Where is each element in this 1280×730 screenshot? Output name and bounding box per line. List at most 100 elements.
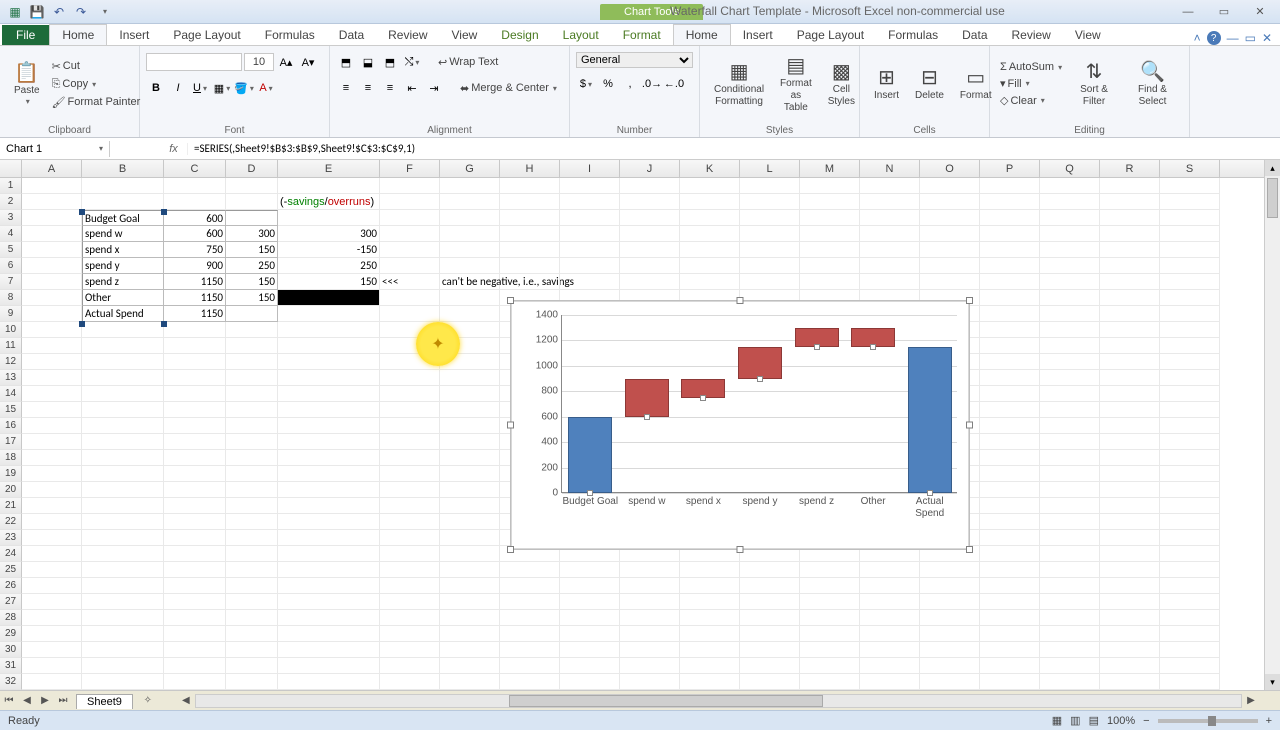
tab-review[interactable]: Review (376, 25, 439, 45)
cell[interactable]: 150 (226, 242, 278, 258)
tab-insert[interactable]: Insert (107, 25, 161, 45)
chart-series-point[interactable] (757, 376, 763, 382)
cell[interactable] (164, 194, 226, 210)
comma-icon[interactable]: , (620, 74, 640, 94)
cell[interactable] (164, 594, 226, 610)
cell[interactable] (226, 450, 278, 466)
tab-nav-last[interactable]: ⏭ (54, 695, 72, 706)
new-sheet-button[interactable]: ✧ (139, 695, 157, 706)
hscroll-right[interactable]: ▶ (1242, 695, 1260, 706)
cell[interactable] (560, 626, 620, 642)
cell[interactable] (226, 418, 278, 434)
cell[interactable] (278, 450, 380, 466)
close-button[interactable]: ✕ (1248, 3, 1272, 21)
embedded-chart[interactable]: 0200400600800100012001400Budget Goalspen… (510, 300, 970, 550)
cell[interactable] (860, 658, 920, 674)
cell[interactable] (860, 178, 920, 194)
row-header[interactable]: 13 (0, 370, 22, 386)
window-min-icon[interactable]: — (1227, 31, 1239, 45)
cell[interactable] (1040, 210, 1100, 226)
cell[interactable] (1160, 546, 1220, 562)
cell[interactable] (920, 626, 980, 642)
cell[interactable]: 250 (278, 258, 380, 274)
cell[interactable] (980, 626, 1040, 642)
cell[interactable] (278, 322, 380, 338)
cell[interactable] (440, 194, 500, 210)
cell[interactable] (620, 578, 680, 594)
cell[interactable] (226, 546, 278, 562)
cell[interactable]: Other (82, 290, 164, 306)
cell[interactable] (980, 546, 1040, 562)
cell[interactable] (22, 306, 82, 322)
cell[interactable] (1040, 562, 1100, 578)
row-header[interactable]: 27 (0, 594, 22, 610)
cell[interactable] (380, 546, 440, 562)
cell[interactable] (380, 498, 440, 514)
zoom-out-button[interactable]: − (1143, 715, 1149, 727)
cell[interactable] (278, 178, 380, 194)
cell[interactable]: can't be negative, i.e., savings (440, 274, 500, 290)
cell[interactable] (980, 370, 1040, 386)
cell[interactable]: Budget Goal (82, 210, 164, 226)
cell[interactable] (226, 434, 278, 450)
scroll-down-button[interactable]: ▾ (1265, 674, 1280, 690)
column-header[interactable]: G (440, 160, 500, 177)
cell[interactable] (740, 610, 800, 626)
cell[interactable] (82, 658, 164, 674)
cell[interactable] (164, 642, 226, 658)
cell[interactable] (82, 178, 164, 194)
chart-resize-handle[interactable] (507, 546, 514, 553)
cell[interactable] (22, 450, 82, 466)
minimize-ribbon-icon[interactable]: ˄ (1194, 31, 1201, 45)
row-header[interactable]: 31 (0, 658, 22, 674)
zoom-slider[interactable] (1158, 719, 1258, 723)
cell[interactable] (1160, 274, 1220, 290)
cell[interactable] (1160, 386, 1220, 402)
cell[interactable] (380, 226, 440, 242)
cell[interactable] (82, 322, 164, 338)
cell[interactable] (980, 258, 1040, 274)
cell[interactable]: <<< (380, 274, 440, 290)
cell[interactable] (226, 466, 278, 482)
cell[interactable] (1100, 370, 1160, 386)
cell[interactable] (164, 338, 226, 354)
row-header[interactable]: 3 (0, 210, 22, 226)
cell[interactable] (620, 626, 680, 642)
cell[interactable] (1160, 674, 1220, 690)
cell[interactable] (226, 482, 278, 498)
cell[interactable] (226, 306, 278, 322)
cell[interactable] (1040, 402, 1100, 418)
row-header[interactable]: 22 (0, 514, 22, 530)
cell[interactable] (1100, 498, 1160, 514)
cell[interactable] (278, 210, 380, 226)
row-header[interactable]: 4 (0, 226, 22, 242)
cell[interactable] (22, 562, 82, 578)
cell[interactable] (164, 322, 226, 338)
formula-input[interactable]: =SERIES(,Sheet9!$B$3:$B$9,Sheet9!$C$3:$C… (188, 140, 1280, 157)
cell[interactable] (1100, 226, 1160, 242)
cell[interactable] (1100, 354, 1160, 370)
cell[interactable] (680, 226, 740, 242)
align-middle-icon[interactable]: ⬓ (358, 52, 378, 72)
font-name-input[interactable] (146, 53, 242, 71)
cell[interactable] (1040, 674, 1100, 690)
cell[interactable] (920, 642, 980, 658)
cell[interactable] (1160, 338, 1220, 354)
cell[interactable]: 250 (226, 258, 278, 274)
cell[interactable]: -150 (278, 242, 380, 258)
cell[interactable] (1160, 242, 1220, 258)
cell[interactable] (800, 194, 860, 210)
grow-font-icon[interactable]: A▴ (276, 52, 296, 72)
cell[interactable] (800, 226, 860, 242)
cell[interactable] (164, 370, 226, 386)
cell[interactable] (380, 242, 440, 258)
cell[interactable] (1160, 290, 1220, 306)
zoom-level[interactable]: 100% (1107, 715, 1135, 727)
fill-button[interactable]: ▾Fill▾ (996, 75, 1066, 92)
currency-icon[interactable]: $▾ (576, 74, 596, 94)
cell[interactable] (500, 562, 560, 578)
chart-resize-handle[interactable] (737, 546, 744, 553)
cell[interactable] (560, 674, 620, 690)
cell[interactable] (22, 226, 82, 242)
align-center-icon[interactable]: ≡ (358, 78, 378, 98)
